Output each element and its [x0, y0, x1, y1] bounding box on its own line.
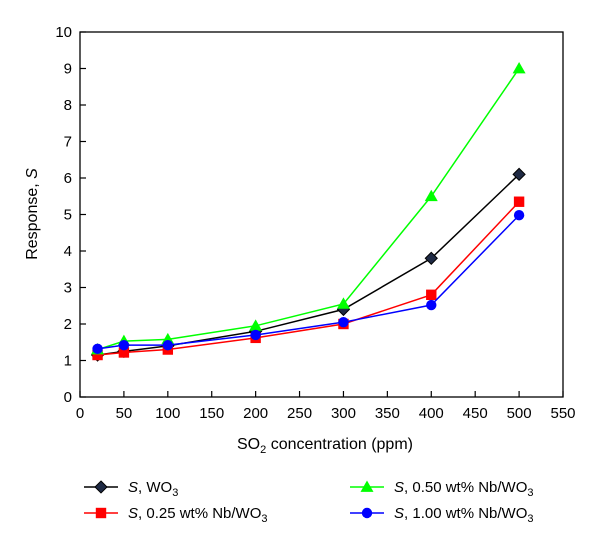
data-point: [512, 167, 526, 182]
legend-item: S, 1.00 wt% Nb/WO3: [350, 505, 534, 525]
data-point: [424, 189, 438, 202]
y-tick-label: 3: [64, 280, 72, 297]
legend-item: S, 0.50 wt% Nb/WO3: [350, 479, 534, 499]
legend-marker: [95, 507, 107, 519]
y-tick-label: 8: [64, 97, 72, 114]
y-tick-label: 0: [64, 389, 72, 406]
series-3: [91, 62, 526, 355]
x-tick-label: 300: [331, 405, 356, 422]
y-tick-label: 2: [64, 316, 72, 333]
series-2: [92, 196, 525, 361]
x-tick-label: 200: [243, 405, 268, 422]
x-tick-label: 150: [199, 405, 224, 422]
x-tick-label: 250: [287, 405, 312, 422]
y-axis: 0 1 2 3 4 5 6 7 8 9 10: [55, 24, 86, 406]
data-point: [426, 289, 437, 300]
data-point: [118, 347, 130, 358]
data-series: [90, 62, 526, 362]
legend-label: S, 1.00 wt% Nb/WO3: [394, 505, 534, 525]
legend-marker: [361, 507, 373, 519]
y-tick-label: 1: [64, 353, 72, 370]
data-point: [424, 251, 438, 265]
x-tick-label: 100: [155, 405, 180, 422]
x-tick-label: 450: [463, 405, 488, 422]
data-point: [249, 319, 263, 331]
y-tick-label: 7: [64, 134, 72, 151]
data-point: [513, 196, 525, 207]
x-tick-label: 0: [76, 405, 84, 422]
data-point: [250, 329, 261, 341]
data-point: [162, 339, 174, 351]
legend-label: S, WO3: [128, 479, 178, 499]
y-tick-label: 9: [64, 61, 72, 78]
x-tick-label: 350: [375, 405, 400, 422]
data-point: [92, 343, 103, 355]
x-tick-label: 50: [116, 405, 133, 422]
series-line: [97, 68, 520, 351]
x-axis-title: SO2 concentration (ppm): [237, 436, 413, 456]
data-point: [336, 297, 350, 309]
data-point: [118, 339, 130, 351]
x-tick-label: 400: [419, 405, 444, 422]
x-tick-label: 550: [550, 405, 575, 422]
data-point: [92, 349, 103, 361]
legend: S, WO3 S, 0.25 wt% Nb/WO3 S, 0.50 wt% Nb/W…: [84, 479, 534, 525]
plot-area: [79, 31, 564, 398]
y-tick-label: 4: [64, 243, 72, 260]
legend-marker: [94, 480, 108, 494]
legend-marker: [360, 480, 374, 492]
data-point: [426, 299, 437, 311]
plot-border: [79, 31, 564, 398]
legend-label: S, 0.50 wt% Nb/WO3: [394, 479, 534, 499]
data-point: [338, 316, 349, 328]
y-axis-title: Response, S: [24, 168, 41, 260]
data-point: [512, 62, 526, 74]
series-4: [92, 210, 525, 355]
legend-item: S, 0.25 wt% Nb/WO3: [84, 505, 268, 525]
legend-item: S, WO3: [84, 479, 178, 499]
data-point: [513, 210, 525, 221]
x-tick-label: 500: [507, 405, 532, 422]
y-tick-label: 6: [64, 170, 72, 187]
series-line: [97, 201, 520, 356]
legend-label: S, 0.25 wt% Nb/WO3: [128, 505, 268, 525]
y-tick-label: 5: [64, 207, 72, 224]
y-tick-label: 10: [55, 24, 72, 41]
x-axis: 0 50 100 150 200 250 300 350 400 450 500 550: [76, 391, 576, 422]
